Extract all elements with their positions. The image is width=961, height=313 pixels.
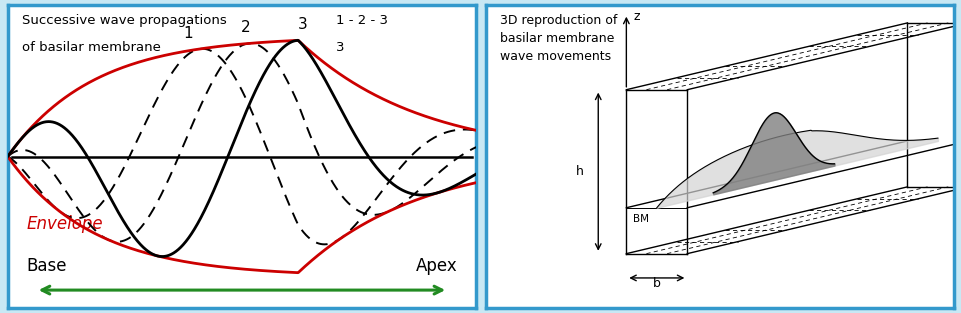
Text: 1: 1 xyxy=(184,26,193,41)
Text: b: b xyxy=(653,277,660,290)
Text: Envelope: Envelope xyxy=(26,215,103,233)
Text: Successive wave propagations: Successive wave propagations xyxy=(22,14,226,27)
Text: 2: 2 xyxy=(241,20,251,35)
Text: 3D reproduction of
basilar membrane
wave movements: 3D reproduction of basilar membrane wave… xyxy=(500,14,617,63)
Text: 3: 3 xyxy=(298,18,308,33)
Text: Apex: Apex xyxy=(415,257,457,275)
Text: h: h xyxy=(576,165,583,178)
Text: Base: Base xyxy=(26,257,67,275)
Text: z: z xyxy=(632,10,639,23)
Text: 3: 3 xyxy=(335,41,344,54)
Text: BM: BM xyxy=(632,214,649,224)
Text: of basilar membrane: of basilar membrane xyxy=(22,41,160,54)
Text: 1 - 2 - 3: 1 - 2 - 3 xyxy=(335,14,387,27)
